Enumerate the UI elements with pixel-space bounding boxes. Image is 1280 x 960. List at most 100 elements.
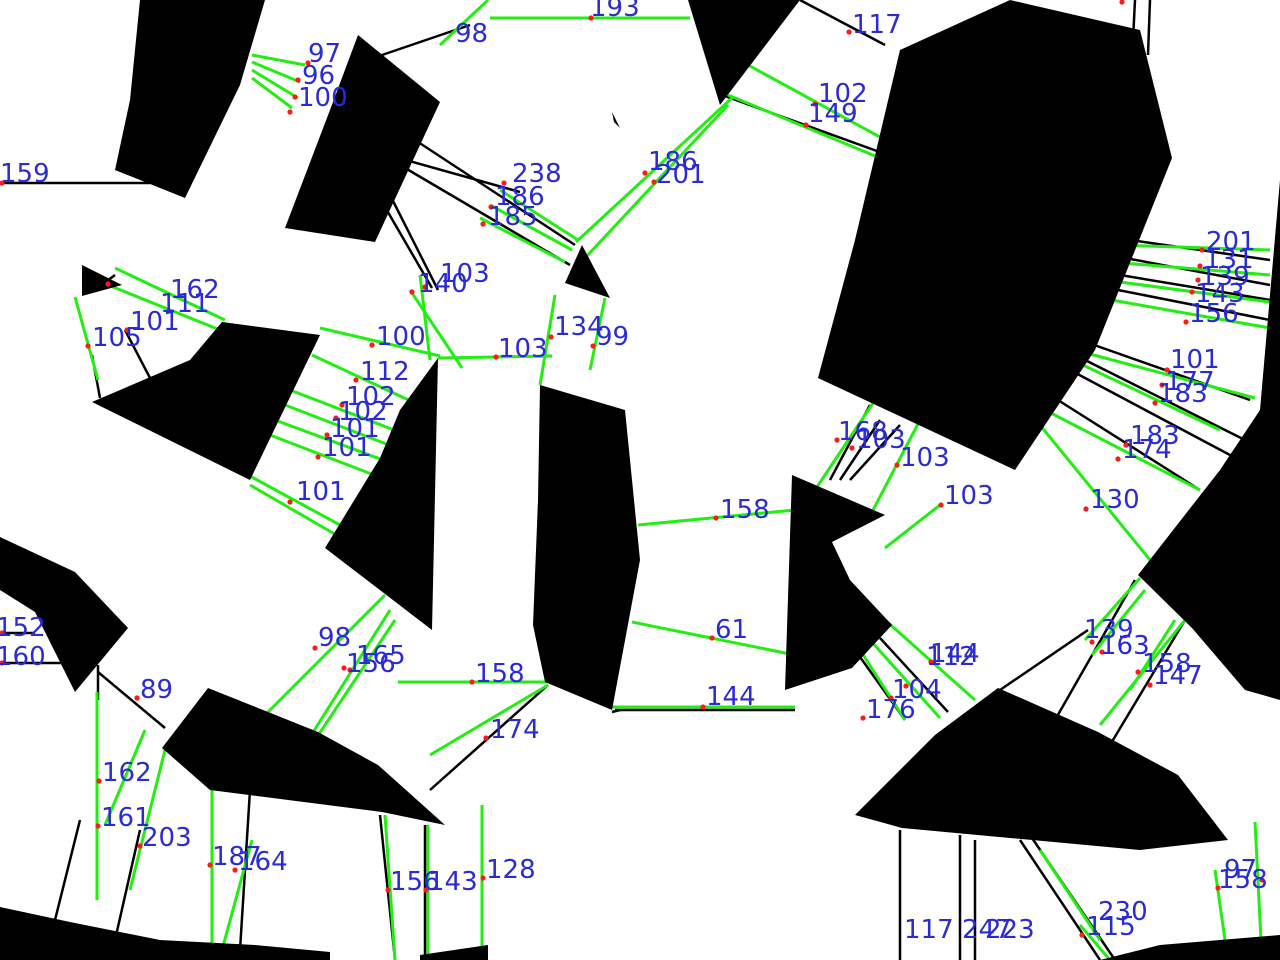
green-edge [418,274,432,361]
black-edge [1069,368,1231,457]
node-dot [713,515,719,521]
node-dot [423,887,429,893]
node-dot [232,867,238,873]
node-dot [1135,669,1141,675]
obstacle-shape [533,385,640,710]
edge-label: 103 [900,443,950,473]
black-edge [1117,288,1271,322]
node-dot [0,630,5,636]
green-edge [1044,408,1201,492]
green-edge [1038,424,1152,561]
edge-label: 158 [475,659,525,689]
green-edge [429,683,549,757]
edge-label: 143 [1195,279,1245,309]
edge-label: 186 [495,182,545,212]
obstacle-shape [785,475,892,690]
black-edge [1119,273,1271,302]
edge-label: 201 [656,160,706,190]
obstacle-shape [612,112,620,128]
node-dot [480,875,486,881]
green-edge [263,593,387,717]
node-dot [339,402,345,408]
node-dot [0,180,5,186]
edge-label: 112 [360,357,410,387]
node-dot [483,735,489,741]
edge-label: 162 [102,758,152,788]
green-edge [1099,296,1271,330]
obstacle-shape [0,907,330,960]
edge-label: 176 [866,695,916,725]
black-edge [1018,839,1102,960]
node-dot [501,180,507,186]
node-dot [95,823,101,829]
edge-label: 144 [706,682,756,712]
edge-label: 102 [818,79,868,109]
black-edge [113,829,142,941]
green-edge [1078,924,1112,960]
node-layer [0,0,1265,938]
green-edge [251,68,299,100]
edge-label: 158 [1218,865,1268,895]
edge-label: 105 [92,323,142,353]
edge-label: 163 [1100,631,1150,661]
node-dot [480,221,486,227]
green-edge [499,188,579,242]
edge-label: 111 [160,289,210,319]
edge-label: 103 [440,259,490,289]
edge-label: 103 [856,425,906,455]
edge-label: 97 [1224,855,1257,885]
node-dot [85,343,91,349]
node-dot [588,15,594,21]
edge-label: 143 [428,867,478,897]
obstacle-shape [0,537,128,692]
edge-label: 158 [1142,649,1192,679]
node-dot [834,437,840,443]
green-edge [1038,849,1102,941]
black-edge [1074,353,1246,442]
node-dot [124,327,130,333]
edge-label: 187 [212,842,262,872]
green-edge [220,839,254,951]
edge-label: 139 [1200,262,1250,292]
edge-label: 162 [170,275,220,305]
edge-label: 112 [926,642,976,672]
edge-label: 230 [1098,897,1148,927]
edge-label: 185 [488,202,538,232]
edge-label: 223 [985,915,1035,945]
node-dot [137,843,143,849]
edge-label: 117 [904,915,954,945]
node-dot [1183,319,1189,325]
node-dot [590,343,596,349]
node-dot [1215,885,1221,891]
green-edge [479,216,566,264]
green-edge [128,749,167,891]
edge-label: 201 [1206,227,1256,257]
node-dot [1259,877,1265,883]
green-edge [303,609,392,746]
node-dot [903,683,909,689]
green-edge [588,297,607,371]
black-edge [611,708,621,714]
green-edge [858,649,907,721]
node-dot [409,289,415,295]
node-dot [0,660,5,666]
green-edge [251,53,306,67]
green-edge [107,283,221,332]
node-dot [1123,442,1129,448]
node-dot [928,659,934,665]
node-dot [369,342,375,348]
edge-label: 99 [596,322,629,352]
edge-label: 61 [715,615,748,645]
edge-label: 128 [486,855,536,885]
node-dot [488,204,494,210]
green-edge [884,503,941,550]
edge-label: 131 [1204,245,1254,275]
node-dot [846,29,852,35]
edge-label: 104 [892,675,942,705]
obstacle-shape [855,688,1228,850]
node-dot [305,60,311,66]
node-dot [1152,400,1158,406]
edge-label: 186 [648,147,698,177]
green-edge [114,266,226,322]
green-edge [1114,243,1271,252]
